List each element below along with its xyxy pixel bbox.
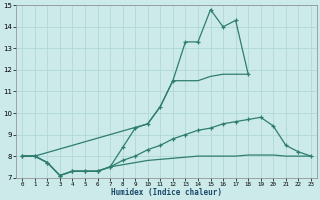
X-axis label: Humidex (Indice chaleur): Humidex (Indice chaleur) [111, 188, 222, 197]
